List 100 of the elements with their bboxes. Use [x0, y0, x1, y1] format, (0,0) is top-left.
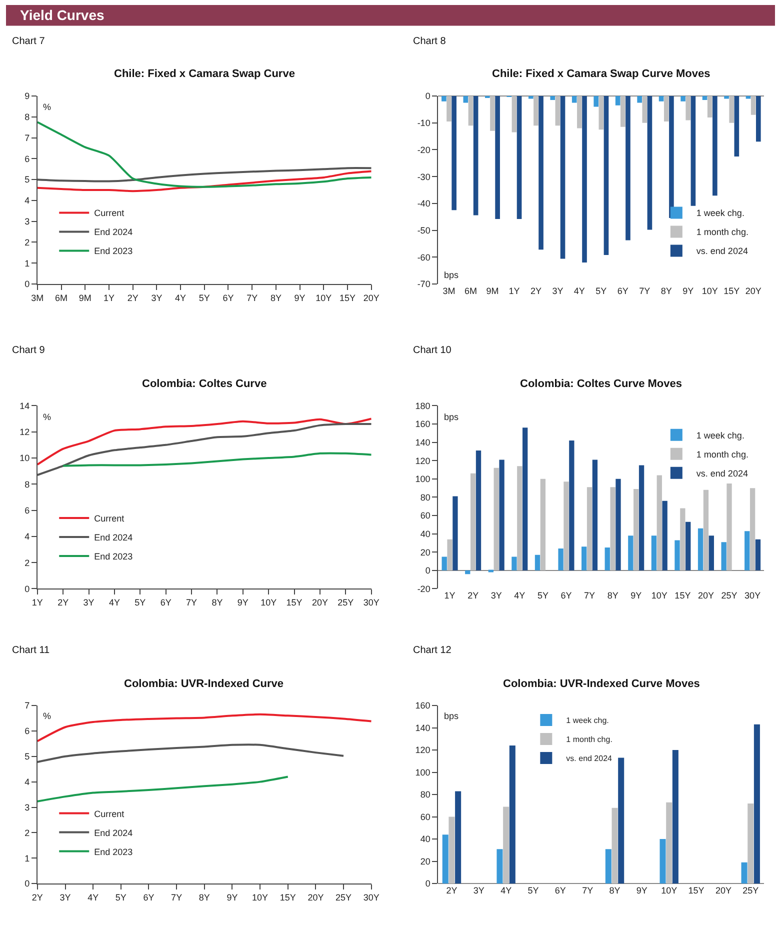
x-tick-label: 20Y: [363, 292, 380, 303]
y-axis-title: bps: [444, 412, 460, 422]
bar: [582, 546, 587, 570]
x-tick-label: 3M: [442, 286, 456, 296]
chart-title: Chile: Fixed x Camara Swap Curve: [114, 68, 295, 80]
y-tick-label: 20: [420, 547, 430, 558]
y-tick-label: -20: [417, 584, 430, 594]
y-tick-label: 2: [24, 558, 30, 568]
legend-label: End 2023: [94, 846, 133, 857]
legend-label: vs. end 2024: [566, 754, 613, 764]
y-tick-label: 0: [425, 878, 430, 889]
line-series: [37, 422, 372, 476]
bar: [540, 478, 546, 570]
legend-label: End 2023: [94, 246, 133, 256]
bar: [569, 440, 574, 570]
y-axis-title: bps: [444, 270, 460, 280]
caption: Chart 7: [12, 36, 46, 47]
x-tick-label: 6M: [55, 292, 68, 303]
bar: [470, 473, 476, 570]
y-tick-label: 100: [415, 767, 430, 778]
line-series: [37, 713, 372, 742]
bar: [604, 548, 610, 570]
x-tick-label: 6Y: [143, 892, 154, 902]
legend-label: Current: [94, 208, 125, 218]
x-tick-label: 4Y: [500, 886, 512, 896]
bar: [750, 488, 756, 570]
y-axis-title: %: [43, 102, 52, 112]
y-tick-label: 3: [24, 802, 30, 812]
y-tick-label: 120: [415, 456, 430, 466]
y-axis-title: %: [43, 711, 52, 721]
y-tick-label: 2: [24, 237, 30, 248]
y-tick-label: -20: [417, 144, 430, 155]
y-tick-label: -70: [417, 279, 430, 290]
caption: Chart 9: [12, 345, 46, 356]
legend-label: 1 month chg.: [696, 227, 748, 238]
y-tick-label: 180: [415, 400, 430, 411]
bar: [517, 466, 522, 570]
y-tick-label: 1: [24, 853, 30, 864]
y-tick-label: 3: [24, 216, 30, 226]
legend-label: 1 month chg.: [566, 735, 612, 744]
legend-label: 1 week chg.: [566, 716, 609, 726]
bar: [442, 834, 448, 884]
bar: [666, 802, 672, 884]
bar: [586, 487, 592, 570]
y-tick-label: 0: [425, 91, 430, 102]
bar: [651, 536, 657, 570]
bar: [744, 531, 750, 570]
x-tick-label: 1Y: [32, 598, 43, 608]
caption: Chart 10: [413, 345, 452, 356]
y-tick-label: -30: [417, 172, 430, 182]
x-tick-label: 8Y: [609, 886, 620, 896]
x-tick-label: 2Y: [58, 598, 69, 608]
x-tick-label: 25Y: [338, 598, 354, 608]
caption: Chart 12: [413, 645, 452, 656]
y-tick-label: 60: [420, 812, 430, 822]
x-tick-label: 15Y: [286, 598, 302, 608]
bar: [674, 540, 680, 570]
bar: [708, 536, 714, 570]
bar: [726, 483, 732, 570]
x-tick-label: 3Y: [473, 886, 484, 896]
bar: [754, 724, 760, 884]
x-tick-label: 30Y: [363, 892, 380, 902]
x-tick-label: 2Y: [468, 590, 479, 601]
caption: Chart 8: [413, 36, 446, 47]
x-tick-label: 30Y: [363, 598, 380, 608]
line-series: [37, 170, 372, 192]
y-tick-label: 20: [420, 856, 430, 866]
x-tick-label: 20Y: [745, 286, 762, 296]
bar: [612, 808, 618, 884]
bar: [509, 746, 516, 884]
x-tick-label: 20Y: [715, 886, 732, 896]
y-tick-label: 12: [20, 427, 30, 438]
x-tick-label: 15Y: [688, 886, 704, 896]
x-tick-label: 4Y: [175, 292, 186, 303]
x-tick-label: 3Y: [490, 590, 502, 601]
y-tick-label: -40: [417, 198, 430, 209]
y-tick-label: 6: [24, 154, 30, 164]
y-tick-label: 40: [420, 528, 430, 539]
x-tick-label: 2Y: [530, 286, 542, 296]
bar: [494, 468, 499, 570]
bar: [662, 500, 668, 570]
x-tick-label: 9M: [486, 286, 499, 296]
y-tick-label: 7: [24, 700, 30, 711]
x-tick-label: 3Y: [83, 598, 94, 608]
bar: [452, 496, 458, 570]
legend-label: vs. end 2024: [696, 468, 748, 478]
x-tick-label: 9Y: [682, 286, 694, 296]
x-tick-label: 10Y: [661, 886, 678, 896]
y-tick-label: 0: [24, 584, 30, 594]
bar: [447, 539, 452, 570]
text: Yield Curves: [20, 7, 105, 23]
y-tick-label: 6: [24, 505, 30, 516]
x-tick-label: 20Y: [308, 892, 324, 902]
x-tick-label: 6Y: [222, 292, 234, 303]
caption: Chart 11: [12, 645, 50, 656]
y-tick-label: 5: [24, 752, 30, 762]
x-tick-label: 15Y: [674, 590, 691, 601]
x-tick-label: 7Y: [639, 286, 650, 296]
line-series: [37, 776, 289, 802]
y-tick-label: 160: [415, 700, 430, 711]
